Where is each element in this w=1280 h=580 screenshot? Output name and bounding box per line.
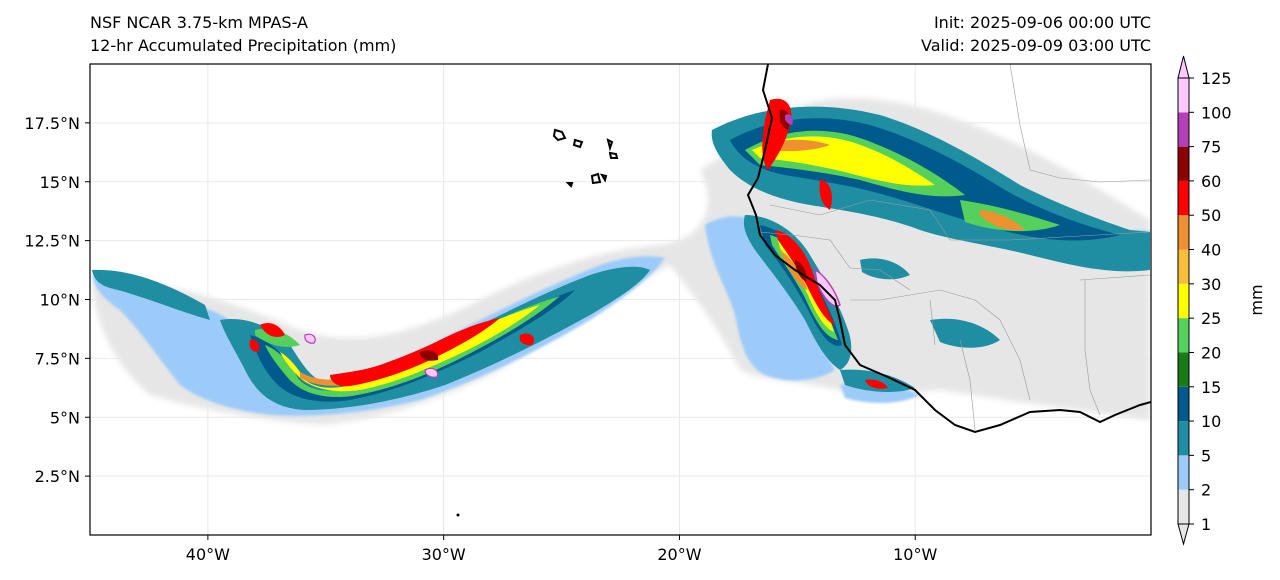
colorbar-segment xyxy=(1178,78,1189,113)
lat-tick-label: 15°N xyxy=(40,173,80,192)
colorbar-segment xyxy=(1178,386,1189,422)
colorbar-level-label: 2 xyxy=(1201,481,1211,500)
model-title: NSF NCAR 3.75-km MPAS-A xyxy=(90,13,308,32)
colorbar-level-label: 25 xyxy=(1201,309,1221,328)
lat-tick-label: 7.5°N xyxy=(35,349,80,368)
precip-75-125mm xyxy=(304,114,841,378)
map-content xyxy=(90,64,1151,535)
lon-tick-label: 10°W xyxy=(893,545,937,564)
colorbar-level-label: 5 xyxy=(1201,446,1211,465)
colorbar-segment xyxy=(1178,283,1189,319)
lat-tick-label: 10°N xyxy=(40,291,80,310)
colorbar-segment xyxy=(1178,455,1189,490)
lon-tick-label: 30°W xyxy=(422,545,466,564)
colorbar-max-extend xyxy=(1177,55,1190,79)
valid-time: Valid: 2025-09-09 03:00 UTC xyxy=(920,36,1151,55)
colorbar-level-label: 15 xyxy=(1201,378,1221,397)
political-borders xyxy=(759,64,1151,431)
colorbar-min-extend xyxy=(1177,523,1190,546)
colorbar-segment xyxy=(1178,421,1189,456)
colorbar-segment xyxy=(1178,318,1189,353)
colorbar-level-label: 125 xyxy=(1201,69,1232,88)
latitude-axis: 2.5°N 5°N 7.5°N 10°N 12.5°N 15°N 17.5°N xyxy=(24,114,90,486)
colorbar-level-label: 10 xyxy=(1201,412,1221,431)
colorbar-level-label: 75 xyxy=(1201,138,1221,157)
lat-tick-label: 17.5°N xyxy=(24,114,80,133)
colorbar-level-label: 30 xyxy=(1201,275,1221,294)
coastline xyxy=(552,64,1151,434)
colorbar-frame xyxy=(1177,77,1190,525)
lat-tick-label: 5°N xyxy=(50,408,80,427)
colorbar-segment xyxy=(1178,215,1189,250)
field-title: 12-hr Accumulated Precipitation (mm) xyxy=(90,36,397,55)
colorbar-segment xyxy=(1178,180,1189,216)
colorbar-segment xyxy=(1178,489,1189,524)
colorbar-level-label: 40 xyxy=(1201,241,1221,260)
colorbar-segment xyxy=(1178,146,1189,181)
colorbar-segment xyxy=(1178,352,1189,387)
colorbar-level-label: 20 xyxy=(1201,343,1221,362)
lon-tick-label: 40°W xyxy=(186,545,230,564)
init-time: Init: 2025-09-06 00:00 UTC xyxy=(933,13,1151,32)
colorbar-unit-label: mm xyxy=(1247,284,1266,315)
colorbar-level-label: 50 xyxy=(1201,206,1221,225)
longitude-axis: 40°W 30°W 20°W 10°W xyxy=(186,535,937,564)
colorbar-level-label: 100 xyxy=(1201,103,1232,122)
colorbar-segment xyxy=(1178,112,1189,147)
colorbar-level-label: 1 xyxy=(1201,515,1211,534)
lon-tick-label: 20°W xyxy=(657,545,701,564)
island-dot xyxy=(456,513,460,517)
colorbar-level-label: 60 xyxy=(1201,172,1221,191)
colorbar-segment xyxy=(1178,249,1189,284)
lat-tick-label: 2.5°N xyxy=(35,467,80,486)
lat-tick-label: 12.5°N xyxy=(24,232,80,251)
